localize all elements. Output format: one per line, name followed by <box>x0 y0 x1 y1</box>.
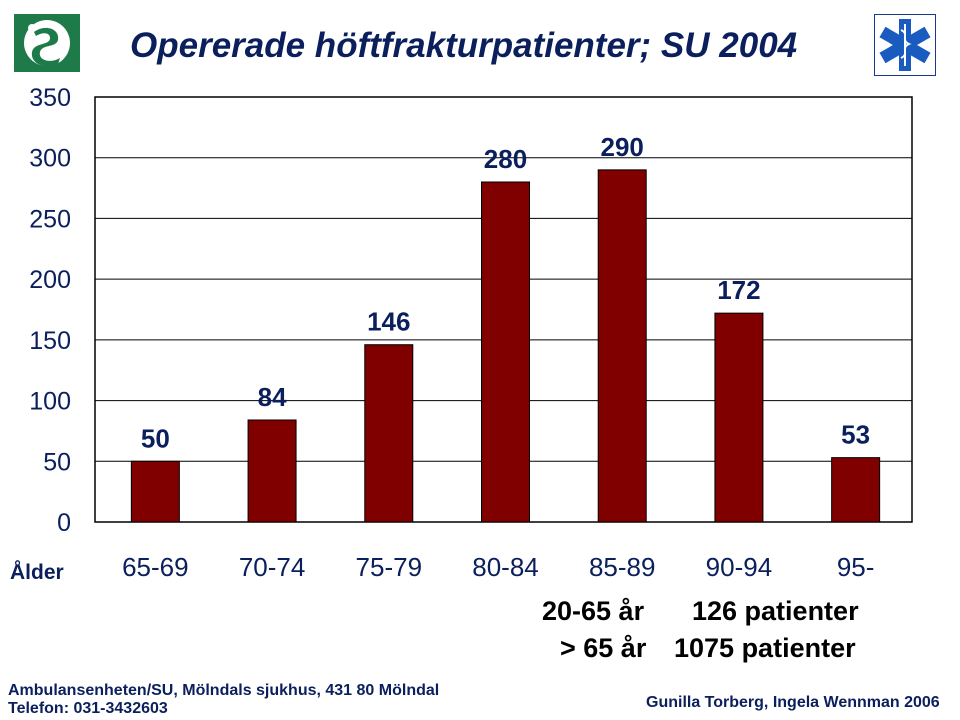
bar <box>597 169 647 523</box>
summary-line1-group: 20-65 år <box>542 596 645 626</box>
x-tick-label: 70-74 <box>239 552 306 582</box>
footer-phone: Telefon: 031-3432603 <box>8 700 168 717</box>
bar <box>481 181 530 523</box>
y-tick-label: 0 <box>57 509 71 537</box>
bar <box>714 312 764 523</box>
summary-line2-group: > 65 år <box>560 633 647 663</box>
bar <box>831 457 881 523</box>
x-tick-label: 95- <box>837 552 875 582</box>
x-axis-label: Ålder <box>10 560 64 584</box>
y-tick-label: 150 <box>29 327 71 355</box>
x-tick-label: 80-84 <box>472 552 539 582</box>
y-tick-label: 50 <box>43 448 71 476</box>
chart-title: Opererade höftfrakturpatienter; SU 2004 <box>130 26 798 65</box>
x-tick-label: 90-94 <box>706 552 773 582</box>
data-label: 50 <box>141 423 170 453</box>
bar <box>130 460 180 523</box>
data-label: 280 <box>484 144 527 174</box>
x-tick-label: 65-69 <box>122 552 189 582</box>
bar <box>247 419 297 523</box>
data-label: 84 <box>258 382 287 412</box>
bar <box>364 344 414 523</box>
star-of-life-icon <box>874 14 936 76</box>
y-tick-label: 250 <box>29 205 71 233</box>
y-tick-label: 300 <box>29 145 71 173</box>
su-logo-icon <box>14 14 80 72</box>
footer-address: Ambulansenheten/SU, Mölndals sjukhus, 43… <box>8 682 440 699</box>
summary-line1-count: 126 patienter <box>692 596 859 626</box>
footer-authors: Gunilla Torberg, Ingela Wennman 2006 <box>646 694 940 711</box>
x-tick-label: 75-79 <box>356 552 423 582</box>
data-label: 146 <box>367 307 410 337</box>
summary-line2-count: 1075 patienter <box>674 633 856 663</box>
data-label: 290 <box>601 132 644 162</box>
y-tick-label: 350 <box>29 84 71 112</box>
bar-chart: 0 50 100 150 200 250 300 350 50 65-69 84 70-74 146 75… <box>10 84 913 584</box>
x-tick-label: 85-89 <box>589 552 656 582</box>
data-label: 53 <box>841 420 870 450</box>
data-label: 172 <box>717 275 760 305</box>
y-tick-label: 100 <box>29 388 71 416</box>
y-tick-label: 200 <box>29 266 71 294</box>
